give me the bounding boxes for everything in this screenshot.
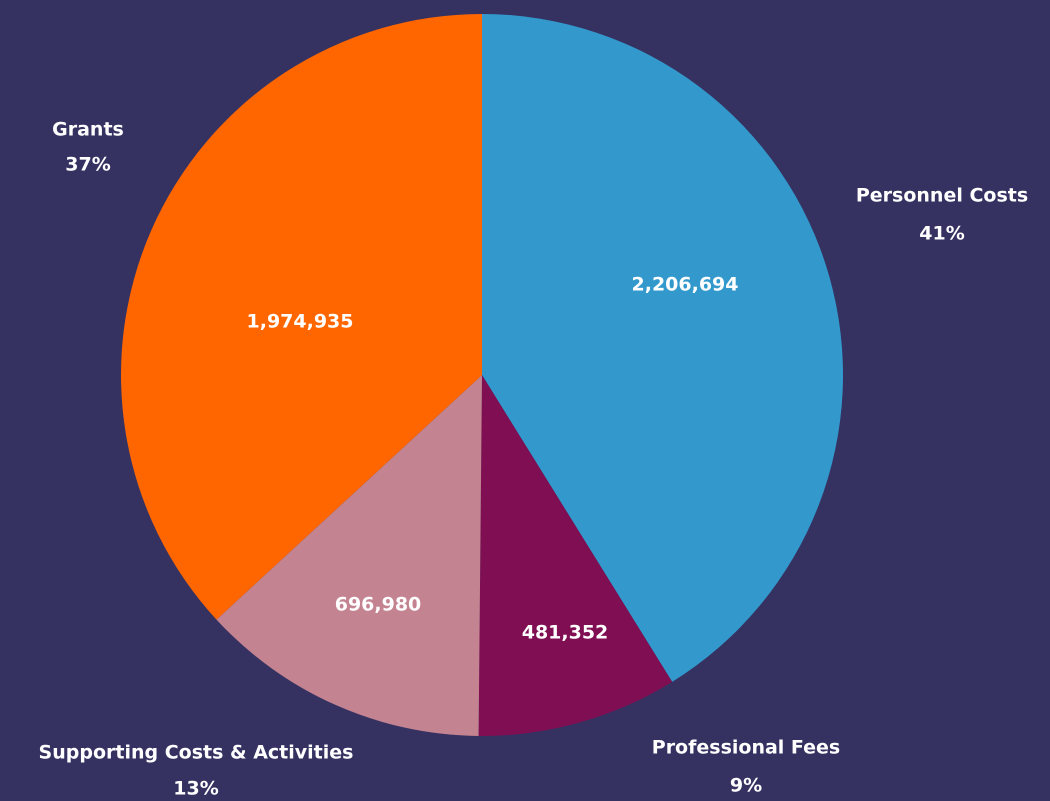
category-label: Supporting Costs & Activities	[39, 742, 354, 764]
pie-slice	[216, 375, 482, 736]
pie-slice	[482, 14, 843, 682]
category-label: Personnel Costs	[856, 185, 1028, 207]
percentage-label: 13%	[173, 778, 218, 800]
value-label: 2,206,694	[632, 274, 739, 296]
pie-slice	[478, 375, 673, 736]
category-label: Grants	[52, 119, 124, 141]
percentage-label: 37%	[65, 154, 110, 176]
value-label: 696,980	[335, 594, 422, 616]
percentage-label: 9%	[730, 775, 762, 797]
category-label: Professional Fees	[652, 737, 840, 759]
value-label: 1,974,935	[247, 311, 354, 333]
pie-slice	[121, 14, 482, 620]
percentage-label: 41%	[919, 223, 964, 245]
value-label: 481,352	[522, 622, 609, 644]
